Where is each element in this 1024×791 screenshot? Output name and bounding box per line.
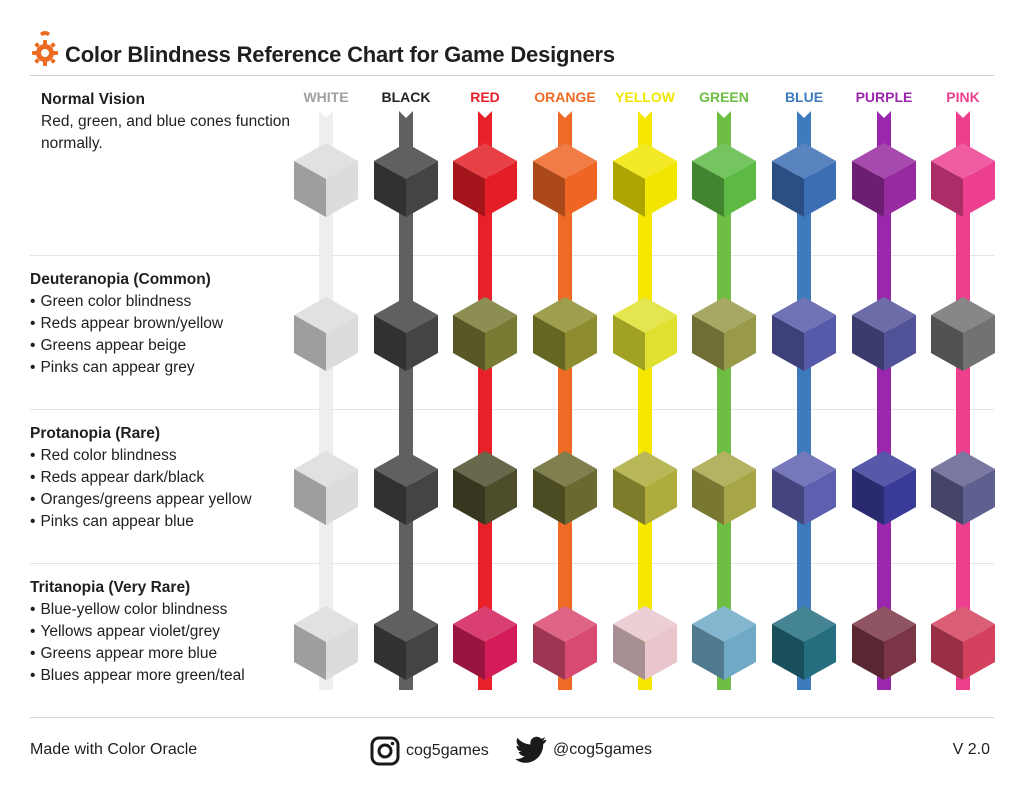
column-label-purple: PURPLE — [855, 89, 913, 105]
section-protanopia: Protanopia (Rare) Red color blindness Re… — [30, 423, 292, 533]
color-cube — [772, 606, 836, 680]
column-bar — [558, 110, 572, 690]
column-label-blue: BLUE — [784, 89, 824, 105]
color-cube — [533, 606, 597, 680]
column-bar — [797, 110, 811, 690]
color-cube — [931, 606, 995, 680]
color-cube — [852, 297, 916, 371]
column-label-orange: ORANGE — [534, 89, 596, 105]
bullet-item: Green color blindness — [30, 291, 292, 313]
color-cube — [772, 143, 836, 217]
color-cube — [613, 143, 677, 217]
bullet-item: Blues appear more green/teal — [30, 665, 292, 687]
color-cube — [692, 143, 756, 217]
color-cube — [533, 297, 597, 371]
column-label-pink: PINK — [946, 89, 980, 105]
color-cube — [453, 143, 517, 217]
twitter-bird-icon — [515, 736, 547, 763]
color-cube — [931, 451, 995, 525]
column-label-red: RED — [470, 89, 500, 105]
color-cube — [294, 606, 358, 680]
cog-logo-icon — [32, 31, 58, 66]
color-cube — [931, 297, 995, 371]
bullet-item: Reds appear dark/black — [30, 467, 292, 489]
column-label-white: WHITE — [303, 89, 349, 105]
color-cube — [453, 297, 517, 371]
color-cube — [772, 297, 836, 371]
color-cube — [852, 606, 916, 680]
bullet-item: Oranges/greens appear yellow — [30, 489, 292, 511]
bullet-item: Red color blindness — [30, 445, 292, 467]
color-cube — [294, 143, 358, 217]
arrow-notch-icon — [875, 109, 893, 118]
color-cube — [772, 451, 836, 525]
column-bar — [877, 110, 891, 690]
section-heading: Tritanopia (Very Rare) — [30, 579, 191, 596]
color-cube — [613, 451, 677, 525]
arrow-notch-icon — [795, 109, 813, 118]
instagram-handle[interactable]: cog5games — [370, 736, 489, 766]
column-label-yellow: YELLOW — [615, 89, 675, 105]
column-bar — [478, 110, 492, 690]
section-heading: Normal Vision — [41, 91, 145, 108]
color-cube — [453, 606, 517, 680]
arrow-notch-icon — [715, 109, 733, 118]
color-cube — [374, 451, 438, 525]
arrow-notch-icon — [317, 109, 335, 118]
column-bar — [717, 110, 731, 690]
header-divider — [30, 75, 994, 76]
row-divider — [30, 255, 994, 256]
column-bar — [638, 110, 652, 690]
bullet-item: Pinks can appear grey — [30, 357, 292, 379]
bullet-item: Reds appear brown/yellow — [30, 313, 292, 335]
column-label-black: BLACK — [381, 89, 431, 105]
row-divider — [30, 409, 994, 410]
column-bar — [319, 110, 333, 690]
color-cube — [453, 451, 517, 525]
color-cube — [533, 143, 597, 217]
column-bar — [399, 110, 413, 690]
bullet-item: Blue-yellow color blindness — [30, 599, 292, 621]
twitter-handle[interactable]: @cog5games — [515, 736, 652, 764]
arrow-notch-icon — [397, 109, 415, 118]
section-deuteranopia: Deuteranopia (Common) Green color blindn… — [30, 269, 292, 379]
arrow-notch-icon — [954, 109, 972, 118]
footer-credit: Made with Color Oracle — [30, 741, 198, 758]
color-cube — [692, 297, 756, 371]
section-description: Red, green, and blue cones function norm… — [41, 113, 291, 152]
color-cube — [374, 143, 438, 217]
color-cube — [294, 297, 358, 371]
color-cube — [374, 606, 438, 680]
color-cube — [613, 606, 677, 680]
section-heading: Protanopia (Rare) — [30, 425, 161, 442]
arrow-notch-icon — [636, 109, 654, 118]
color-cube — [294, 451, 358, 525]
version-label: V 2.0 — [952, 741, 990, 758]
color-cube — [613, 297, 677, 371]
color-cube — [931, 143, 995, 217]
arrow-notch-icon — [556, 109, 574, 118]
row-divider — [30, 563, 994, 564]
bullet-item: Yellows appear violet/grey — [30, 621, 292, 643]
color-cube — [852, 451, 916, 525]
section-tritanopia: Tritanopia (Very Rare) Blue-yellow color… — [30, 577, 292, 687]
instagram-icon — [370, 736, 400, 766]
section-normal-vision: Normal Vision Red, green, and blue cones… — [41, 89, 303, 155]
column-label-green: GREEN — [699, 89, 749, 105]
bullet-item: Pinks can appear blue — [30, 511, 292, 533]
bullet-item: Greens appear more blue — [30, 643, 292, 665]
page-title: Color Blindness Reference Chart for Game… — [65, 42, 615, 67]
column-bar — [956, 110, 970, 690]
color-cube — [692, 451, 756, 525]
footer-divider — [30, 717, 994, 718]
color-cube — [374, 297, 438, 371]
color-cube — [533, 451, 597, 525]
color-cube — [852, 143, 916, 217]
arrow-notch-icon — [476, 109, 494, 118]
instagram-handle-text: cog5games — [406, 742, 489, 759]
color-cube — [692, 606, 756, 680]
section-heading: Deuteranopia (Common) — [30, 271, 211, 288]
twitter-handle-text: @cog5games — [553, 741, 652, 758]
bullet-item: Greens appear beige — [30, 335, 292, 357]
